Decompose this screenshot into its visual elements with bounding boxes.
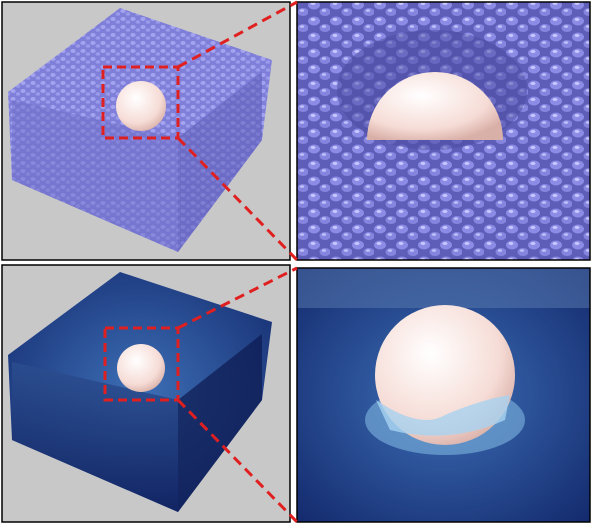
zoom-connector	[176, 136, 299, 262]
zoom-box	[103, 326, 180, 402]
sphere	[116, 81, 166, 131]
frame	[296, 1, 591, 261]
zoom-connector	[177, 266, 298, 330]
fluid-side	[178, 334, 262, 512]
frame	[296, 267, 591, 523]
particle-side	[178, 72, 262, 252]
zoom-connector	[177, 0, 298, 69]
panel-particles-zoom	[297, 2, 590, 260]
zoom-connector	[176, 398, 299, 524]
sphere	[367, 72, 503, 140]
sphere	[117, 344, 165, 392]
panel-fluid-zoom	[297, 268, 590, 522]
zoom-box	[101, 65, 180, 140]
